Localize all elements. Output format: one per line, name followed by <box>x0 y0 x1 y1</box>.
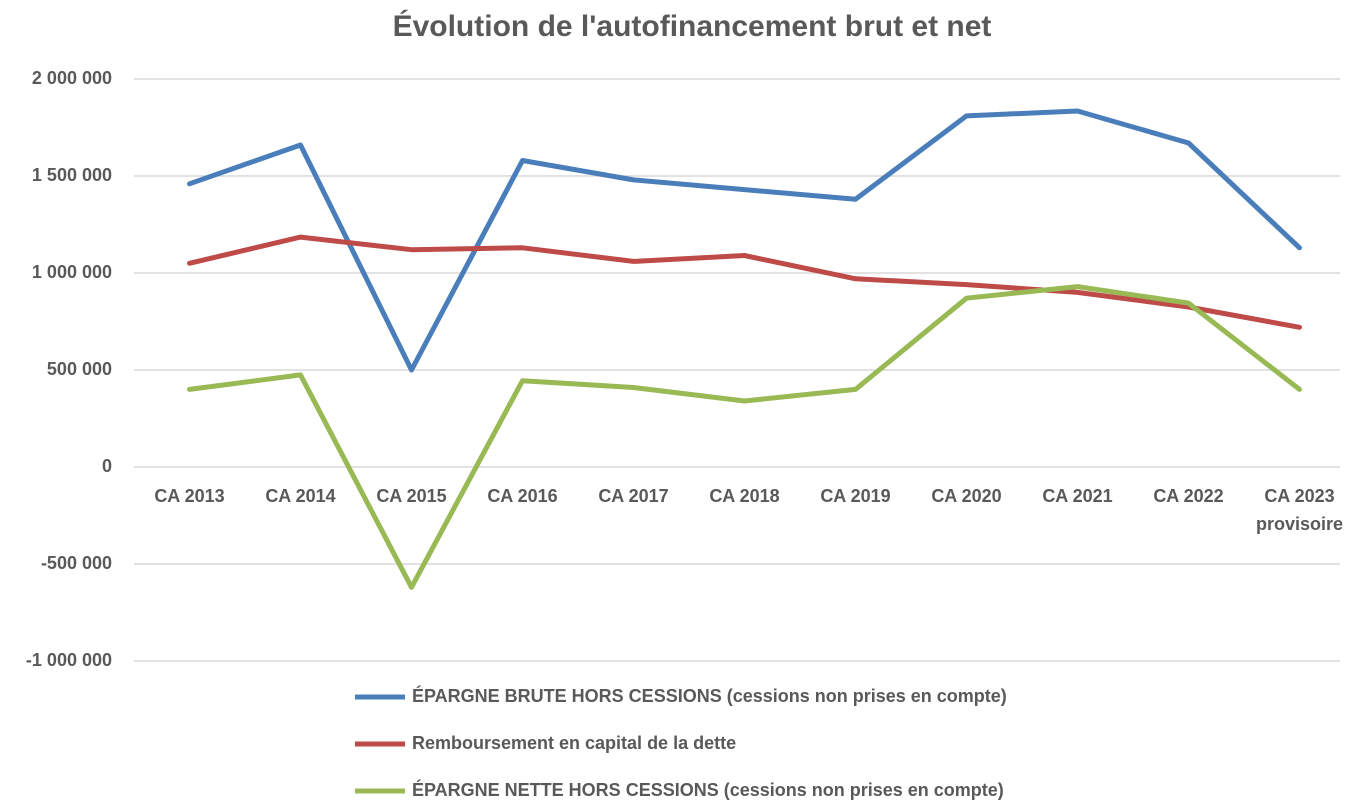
x-tick-label: CA 2014 <box>265 486 335 506</box>
legend-label: Remboursement en capital de la dette <box>412 733 736 753</box>
x-tick-label: CA 2021 <box>1042 486 1112 506</box>
chart-title: Évolution de l'autofinancement brut et n… <box>393 9 992 43</box>
x-tick-label: CA 2013 <box>154 486 224 506</box>
x-tick-label: CA 2018 <box>709 486 779 506</box>
y-tick-label: -1 000 000 <box>26 650 112 670</box>
x-tick-label: CA 2017 <box>598 486 668 506</box>
series-line <box>187 234 1302 330</box>
legend-label: ÉPARGNE NETTE HORS CESSIONS (cessions no… <box>412 779 1004 800</box>
y-tick-label: 2 000 000 <box>32 68 112 88</box>
x-tick-label: CA 2020 <box>931 486 1001 506</box>
x-tick-label: CA 2023 provisoire <box>1256 486 1343 534</box>
y-tick-label: 1 500 000 <box>32 165 112 185</box>
series-line <box>187 284 1302 590</box>
y-tick-label: 500 000 <box>47 359 112 379</box>
x-tick-label: CA 2019 <box>820 486 890 506</box>
y-tick-label: -500 000 <box>41 553 112 573</box>
y-tick-label: 1 000 000 <box>32 262 112 282</box>
y-tick-label: 0 <box>102 456 112 476</box>
x-tick-label: CA 2015 <box>376 486 446 506</box>
legend-label: ÉPARGNE BRUTE HORS CESSIONS (cessions no… <box>412 685 1007 706</box>
x-tick-label: CA 2016 <box>487 486 557 506</box>
series-line <box>187 108 1302 373</box>
x-tick-label: CA 2022 <box>1153 486 1223 506</box>
